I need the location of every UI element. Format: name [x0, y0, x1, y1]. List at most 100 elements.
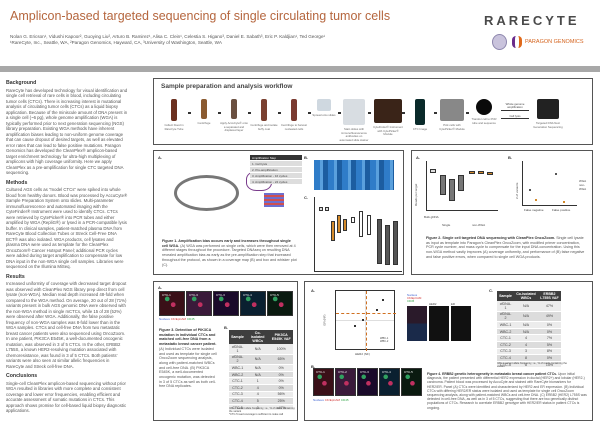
- figure-3: A. CTC-1 CTC-3 CTC-3 CTC-4 CTC-5 Nucleus CK/…: [153, 281, 298, 421]
- coverage-boxplot: [314, 197, 402, 272]
- table-row: WBC-2 N/A 0%: [497, 328, 561, 336]
- workflow-step-image: [261, 99, 267, 121]
- ctc-micrograph: CTC-4: [379, 368, 400, 396]
- rarecyte-logo: RARECYTE: [484, 13, 580, 28]
- table-cell: 0%: [269, 384, 293, 392]
- workflow-step-image: [537, 99, 559, 119]
- workflow-step: Stain slides with immunofluorescence ant…: [338, 99, 370, 142]
- arrow-icon: [368, 112, 371, 114]
- x-group-label: Bulk gDNA: [424, 215, 439, 219]
- table-cell: N/A: [514, 321, 538, 329]
- table-cell: 100%: [269, 344, 293, 355]
- box-mark: [343, 219, 347, 231]
- table-cell: 3: [514, 348, 538, 356]
- arrow-icon: [278, 112, 281, 114]
- table-cell: 56%: [269, 391, 293, 399]
- workflow-step-image: [231, 99, 237, 119]
- variant-error-plot: [522, 161, 577, 206]
- table-row: CTC-1 1 0%: [229, 377, 293, 385]
- erbb2-table: Sample Co-isolated WBCs ERBB2 L755S VAF cfD…: [497, 291, 561, 369]
- data-point: [362, 319, 364, 321]
- marker-label: WBC-2: [380, 340, 389, 343]
- workflow-step: Targeted DNA Next Generation Sequencing: [532, 99, 564, 129]
- micrograph-label: CTC-4: [382, 370, 391, 374]
- workflow-step-label: CTC Image: [412, 127, 428, 131]
- caption-title: Figure 1. Amplification bias occurs earl…: [162, 239, 291, 248]
- left-column: Background RareCyte has developed techno…: [6, 76, 128, 414]
- box-mark: [487, 172, 493, 175]
- arrow-icon: [338, 112, 341, 114]
- workflow-step: Transfer cell to PCR tube and sequence: [468, 99, 500, 125]
- workflow-step-label: Pick cells with CytePicker® Module: [439, 123, 465, 131]
- table-cell: CTC-2: [229, 384, 247, 392]
- table-cell: CTC-1: [497, 334, 515, 342]
- ctc-micrograph: CTC-5: [401, 368, 422, 396]
- legend-title: Amplification Step: [250, 155, 302, 160]
- table-cell: 25%: [269, 397, 293, 405]
- table-cell: 5: [246, 397, 270, 405]
- box-mark: [377, 219, 382, 264]
- panel-c-label: C.: [489, 288, 493, 293]
- micrograph-label: CTC-3: [189, 293, 198, 297]
- results-heading: Results: [6, 273, 25, 280]
- stain-legend: Nucleus CK/EpCAM CD45: [313, 398, 349, 402]
- workflow-branch-label: Whole genome amplification: [501, 102, 529, 111]
- threshold-line: [366, 291, 367, 351]
- ctc-micrograph: CTC-4: [240, 291, 266, 316]
- caption-title: Figure 2. Single cell targeted DNA seque…: [426, 236, 556, 240]
- results-text: Increased uniformity of coverage with de…: [6, 281, 127, 369]
- stain-label: CK/EpCAM: [407, 296, 422, 301]
- caption-text: Upon initial diagnosis, the patient pres…: [427, 372, 587, 410]
- table-cell: N/A: [514, 301, 538, 312]
- figure-1-caption: Figure 1. Amplification bias occurs earl…: [162, 239, 297, 267]
- header-divider: [0, 66, 600, 72]
- workflow-step: Spread onto slides: [308, 99, 340, 118]
- micrograph-label: CTC-1: [162, 293, 171, 297]
- table-cell: 0%: [537, 328, 561, 336]
- ctc-micrograph: CTC-1: [159, 291, 185, 316]
- er-label: ER: [451, 302, 455, 306]
- author-block: Nolan G. Ericson¹, Vidushi Kapoor², Guoy…: [10, 34, 460, 46]
- caption-text: Single cell lysate as input as template …: [426, 236, 585, 259]
- data-table: Sample Co-isolated WBCs ERBB2 L755S VAF cfD…: [497, 291, 561, 369]
- pik3ca-table: Sample Co-isolated WBCs PIK3CA E545K VAF cf…: [229, 330, 293, 412]
- data-point: [555, 173, 557, 175]
- box-mark: [337, 215, 341, 233]
- table-cell: cfDNA-1: [229, 344, 247, 355]
- workflow-step: Centrifuge: [188, 99, 220, 126]
- conclusions-text: Single-cell CleanPlex amplicon-based seq…: [6, 380, 127, 414]
- box-mark: [351, 217, 355, 223]
- table-cell: CTC-3: [497, 348, 515, 356]
- data-point: [529, 189, 531, 191]
- amplification-cycle-diagram: [174, 175, 239, 211]
- background-heading: Background: [6, 80, 37, 86]
- workflow-step-label: Collect blood in RareCyte Tube: [164, 123, 184, 131]
- column-header: ERBB2 L755S VAF: [537, 291, 561, 301]
- ctc-micrograph: CTC-5: [267, 291, 293, 316]
- legend-item: WGA: [579, 179, 587, 183]
- stain-nucleus: Nucleus: [159, 317, 170, 321]
- stain-cd45: CD45: [340, 398, 349, 402]
- marker-label: WBC-1: [380, 337, 389, 340]
- workflow-step-image: [415, 99, 425, 125]
- ctc-micrograph: CTC-2: [335, 368, 356, 396]
- panel-a-label: A.: [416, 155, 420, 160]
- arrow-icon: [308, 112, 311, 114]
- table-cell: CTC-5: [497, 361, 515, 369]
- table-cell: 8: [514, 361, 538, 369]
- methods-text: Cultured AGS cells as "model CTCs" were …: [6, 187, 128, 269]
- table-cell: CTC-3: [229, 391, 247, 399]
- table-cell: 47%: [537, 301, 561, 312]
- workflow-step: Centrifuge and isolate buffy coat: [248, 99, 280, 131]
- workflow-step-image: [317, 99, 331, 111]
- caption-title: Figure 3. Detection of PIK3CA mutation i…: [159, 328, 217, 347]
- table-cell: 0%: [537, 321, 561, 329]
- panel-b-label: B.: [224, 325, 228, 330]
- workflow-step: Pick cells with CytePicker® Module: [436, 99, 468, 131]
- data-point: [535, 199, 537, 201]
- table-row: WBC-1 N/A 0%: [497, 321, 561, 329]
- table-cell: N/A: [514, 311, 538, 323]
- workflow-step: CTC Image: [404, 99, 436, 132]
- stain-legend: Nucleus CK/EpCAM CD45: [159, 317, 195, 321]
- workflow-step-label: Spread onto slides: [312, 113, 336, 117]
